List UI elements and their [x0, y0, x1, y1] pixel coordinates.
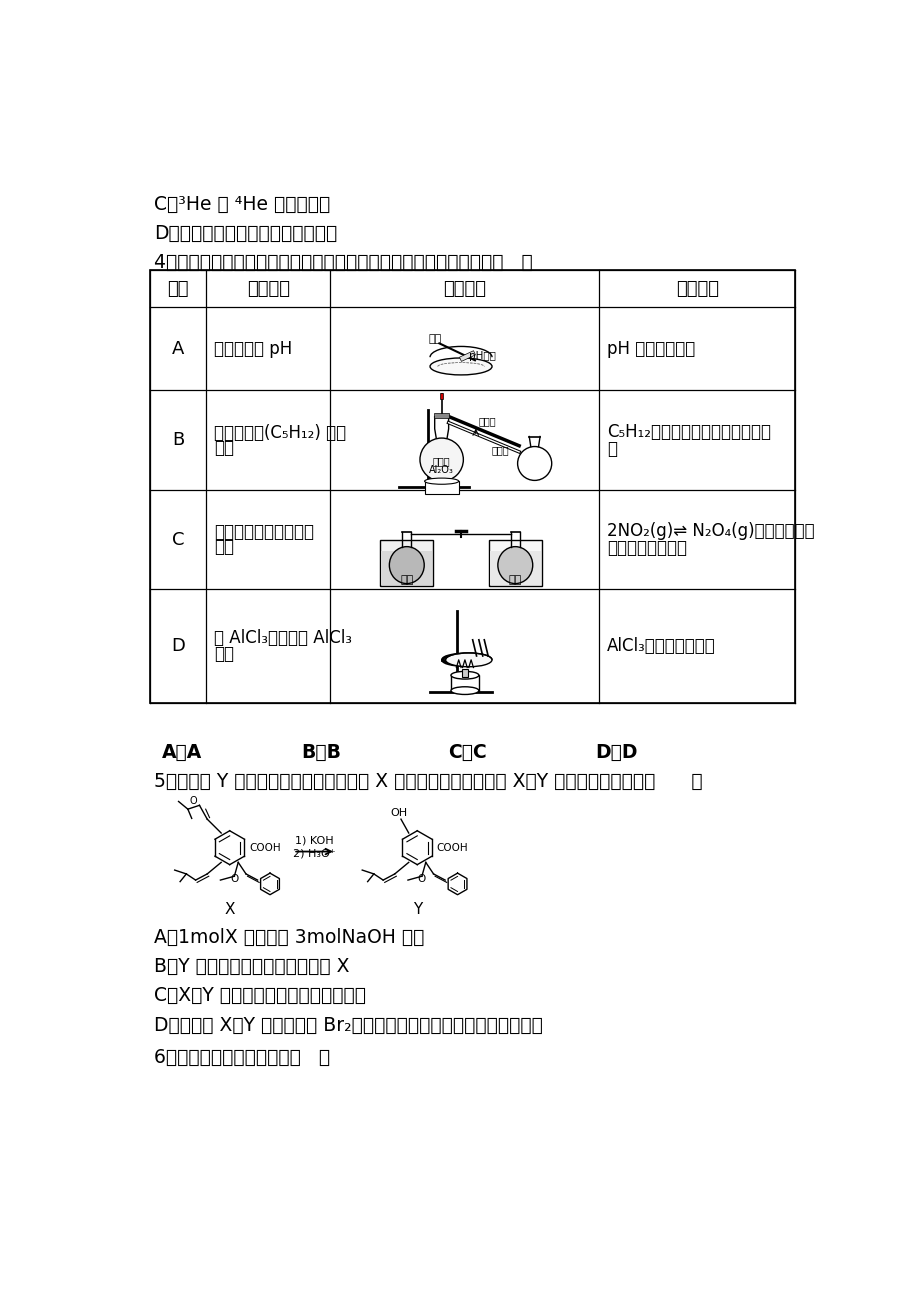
Text: 进水口: 进水口 [491, 445, 508, 456]
Text: 选项: 选项 [167, 280, 188, 298]
Text: C: C [172, 531, 184, 548]
Bar [461, 669, 468, 677]
Text: 6、下列化学用语正确的是（   ）: 6、下列化学用语正确的是（ ） [153, 1048, 330, 1066]
Text: 2NO₂(g)⇌ N₂O₄(g)为放热反应，: 2NO₂(g)⇌ N₂O₄(g)为放热反应， [607, 522, 814, 540]
Bar [459, 350, 475, 362]
Bar [450, 676, 479, 690]
Text: 4、为达到下列实验目的，对应的实验方法以及相关解释均正确的是（   ）: 4、为达到下列实验目的，对应的实验方法以及相关解释均正确的是（ ） [153, 254, 532, 272]
Text: 影响: 影响 [214, 539, 234, 556]
FancyBboxPatch shape [380, 540, 433, 586]
Bar [380, 551, 432, 585]
Text: B．B: B．B [301, 743, 341, 762]
Ellipse shape [450, 686, 479, 694]
Text: O: O [417, 874, 425, 884]
Text: 1) KOH: 1) KOH [295, 836, 333, 846]
Text: O: O [189, 797, 197, 806]
Text: OH: OH [391, 809, 407, 818]
Text: 实验温度对平衡移动的: 实验温度对平衡移动的 [214, 523, 314, 542]
Bar [439, 393, 443, 398]
Text: 出水口: 出水口 [478, 417, 495, 426]
Text: D．室温下 X、Y 分别与足量 Br₂加成的产物分子中手性碳原子数目相等: D．室温下 X、Y 分别与足量 Br₂加成的产物分子中手性碳原子数目相等 [153, 1016, 542, 1035]
Text: pH试纸: pH试纸 [469, 352, 495, 362]
Text: Al₂O₃: Al₂O₃ [429, 465, 454, 475]
Ellipse shape [425, 478, 459, 484]
Text: 裂解: 裂解 [214, 439, 234, 457]
FancyBboxPatch shape [488, 540, 541, 586]
Text: C₅H₁₂裂解为分子较小的烷烃和烯: C₅H₁₂裂解为分子较小的烷烃和烯 [607, 423, 770, 441]
Text: 冷水: 冷水 [508, 574, 521, 585]
Ellipse shape [450, 672, 479, 680]
Text: 测量氯水的 pH: 测量氯水的 pH [214, 340, 292, 358]
Bar [425, 482, 459, 493]
Text: C．X、Y 均能使酸性高锔酸醙溶液袒色: C．X、Y 均能使酸性高锔酸醙溶液袒色 [153, 987, 366, 1005]
Text: 正戊烷: 正戊烷 [432, 456, 450, 466]
Text: D: D [171, 637, 185, 655]
Text: COOH: COOH [437, 842, 468, 853]
Text: O: O [230, 874, 238, 884]
Text: A．1molX 最多能与 3molNaOH 反应: A．1molX 最多能与 3molNaOH 反应 [153, 928, 424, 947]
Text: 氯水: 氯水 [428, 333, 441, 344]
Text: 2) H₃O⁺: 2) H₃O⁺ [292, 848, 335, 858]
Bar [150, 271, 795, 703]
Bar [434, 414, 448, 418]
Ellipse shape [389, 547, 424, 583]
Text: COOH: COOH [249, 842, 280, 853]
Text: B: B [172, 431, 184, 449]
Text: X: X [224, 901, 234, 917]
Text: D．月球上的资源应该属于全人类的: D．月球上的资源应该属于全人类的 [153, 224, 336, 243]
Circle shape [419, 437, 463, 482]
Text: B．Y 与乙醇发生酯化反应可得到 X: B．Y 与乙醇发生酯化反应可得到 X [153, 957, 349, 976]
Bar [489, 551, 540, 585]
Text: 相关解释: 相关解释 [675, 280, 718, 298]
Text: C．³He 和 ⁴He 互为同位素: C．³He 和 ⁴He 互为同位素 [153, 195, 330, 214]
Ellipse shape [429, 358, 492, 375]
Text: D．D: D．D [595, 743, 637, 762]
Text: 晶体: 晶体 [214, 644, 234, 663]
Ellipse shape [445, 652, 492, 667]
Text: A．A: A．A [162, 743, 201, 762]
Text: 热水: 热水 [400, 574, 413, 585]
Text: 升温平衡逆向移动: 升温平衡逆向移动 [607, 539, 686, 557]
Text: Y: Y [413, 901, 422, 917]
Text: C．C: C．C [448, 743, 486, 762]
Text: 用 AlCl₃溶液制备 AlCl₃: 用 AlCl₃溶液制备 AlCl₃ [214, 629, 352, 647]
Text: pH 试纸遇酸变红: pH 试纸遇酸变红 [607, 340, 695, 358]
Text: 实验方法: 实验方法 [443, 280, 486, 298]
Text: 烃: 烃 [607, 440, 617, 458]
Text: A: A [172, 340, 184, 358]
Text: AlCl₃永点高于溶剂水: AlCl₃永点高于溶剂水 [607, 637, 715, 655]
Text: 探究正戊烷(C₅H₁₂) 催化: 探究正戊烷(C₅H₁₂) 催化 [214, 423, 346, 441]
Text: 5、化合物 Y 具有抗菌、消炎作用，可由 X 制得。下列有关化合物 X、Y 的说法不正确的是（      ）: 5、化合物 Y 具有抗菌、消炎作用，可由 X 制得。下列有关化合物 X、Y 的说… [153, 772, 701, 792]
Text: 实验目的: 实验目的 [246, 280, 289, 298]
Ellipse shape [497, 547, 532, 583]
